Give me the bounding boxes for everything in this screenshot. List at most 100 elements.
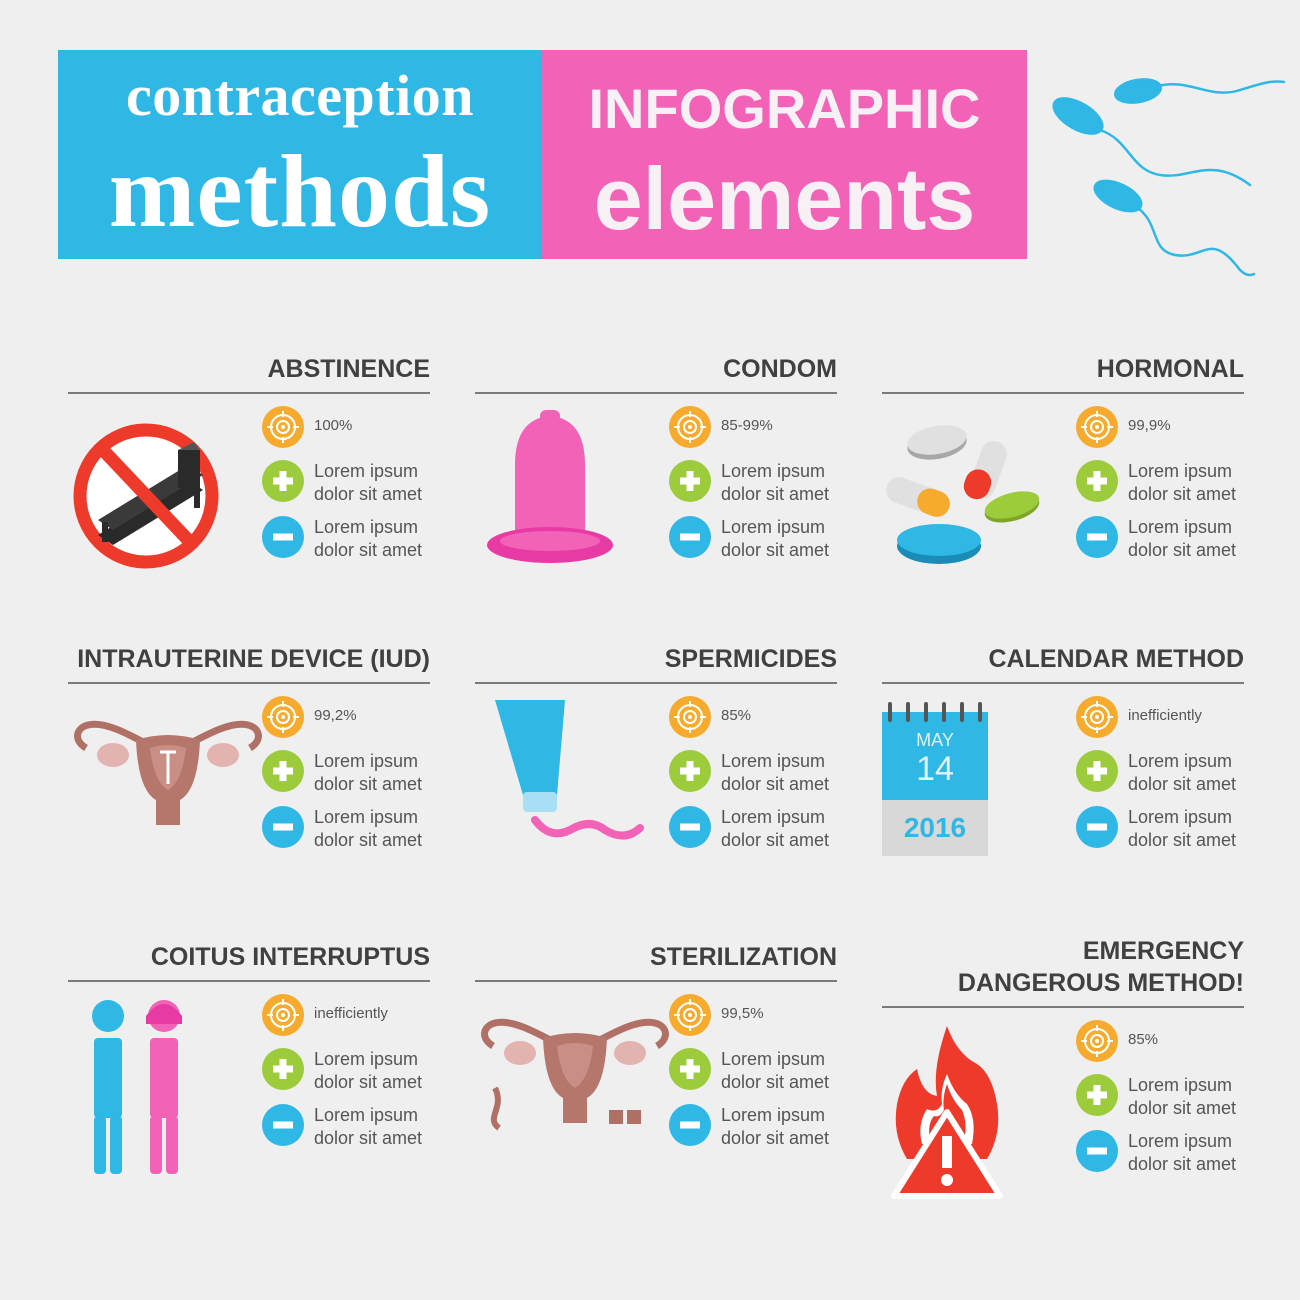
- disadvantage-text-line: dolor sit amet: [314, 540, 423, 560]
- plus-icon: [262, 460, 304, 502]
- method-title: ABSTINENCE: [267, 355, 430, 383]
- method-title: SPERMICIDES: [664, 645, 837, 673]
- effectiveness-value: inefficiently: [1128, 707, 1202, 724]
- disadvantage-text-line: Lorem ipsum: [314, 1105, 419, 1125]
- title-divider: [68, 682, 430, 684]
- minus-icon: [669, 1104, 711, 1146]
- advantage-text-line: dolor sit amet: [1128, 1098, 1237, 1118]
- advantage-text-line: dolor sit amet: [314, 1072, 423, 1092]
- effectiveness-value: 99,2%: [314, 707, 357, 724]
- minus-icon: [1076, 1130, 1118, 1172]
- method-card: SPERMICIDES 85% Lorem ipsum dolor sit am…: [475, 642, 837, 892]
- advantage-text-line: Lorem ipsum: [1128, 1075, 1233, 1095]
- calendar-month: MAY: [916, 730, 954, 750]
- title-divider: [882, 1006, 1244, 1008]
- method-title: STERILIZATION: [649, 943, 837, 971]
- disadvantage-text-line: Lorem ipsum: [721, 517, 826, 537]
- pills-icon: [882, 410, 1052, 585]
- sperm-icon: [1052, 78, 1286, 277]
- effectiveness-value: 85-99%: [721, 417, 773, 434]
- plus-icon: [1076, 750, 1118, 792]
- header-title-contraception: contraception: [126, 63, 474, 128]
- minus-icon: [1076, 806, 1118, 848]
- advantage-text-line: Lorem ipsum: [314, 751, 419, 771]
- plus-icon: [262, 1048, 304, 1090]
- header-title-methods: methods: [108, 134, 492, 249]
- disadvantage-text-line: dolor sit amet: [1128, 540, 1237, 560]
- uterus-iud-icon: [68, 700, 268, 845]
- advantage-text-line: Lorem ipsum: [1128, 751, 1233, 771]
- plus-icon: [669, 1048, 711, 1090]
- minus-icon: [669, 516, 711, 558]
- effectiveness-value: 99,5%: [721, 1005, 764, 1022]
- title-divider: [475, 682, 837, 684]
- method-title: CONDOM: [723, 355, 837, 383]
- disadvantage-text-line: Lorem ipsum: [314, 517, 419, 537]
- advantage-text-line: dolor sit amet: [314, 774, 423, 794]
- disadvantage-text-line: Lorem ipsum: [721, 1105, 826, 1125]
- condom-icon: [475, 410, 625, 575]
- disadvantage-text-line: dolor sit amet: [721, 540, 830, 560]
- effectiveness-value: inefficiently: [314, 1005, 388, 1022]
- target-icon: [262, 696, 304, 738]
- disadvantage-text-line: Lorem ipsum: [314, 807, 419, 827]
- title-divider: [882, 392, 1244, 394]
- method-title: INTRAUTERINE DEVICE (IUD): [77, 645, 430, 673]
- plus-icon: [1076, 460, 1118, 502]
- title-divider: [475, 392, 837, 394]
- title-divider: [68, 980, 430, 982]
- disadvantage-text-line: dolor sit amet: [314, 830, 423, 850]
- minus-icon: [669, 806, 711, 848]
- advantage-text-line: dolor sit amet: [1128, 774, 1237, 794]
- spermicide-tube-icon: [475, 700, 655, 855]
- plus-icon: [669, 750, 711, 792]
- uterus-tied-icon: [475, 998, 675, 1143]
- method-title: COITUS INTERRUPTUS: [150, 943, 430, 971]
- minus-icon: [262, 516, 304, 558]
- effectiveness-value: 85%: [1128, 1031, 1159, 1048]
- method-card: COITUS INTERRUPTUS inefficiently Lorem i…: [68, 940, 430, 1190]
- method-card: INTRAUTERINE DEVICE (IUD) 99,2% Lorem ip…: [68, 642, 430, 892]
- advantage-text-line: dolor sit amet: [1128, 484, 1237, 504]
- advantage-text-line: dolor sit amet: [721, 484, 830, 504]
- method-card: HORMONAL 99,9% Lorem ipsum dolor sit ame…: [882, 352, 1244, 602]
- method-title: EMERGENCY: [1082, 937, 1244, 965]
- disadvantage-text-line: Lorem ipsum: [1128, 807, 1233, 827]
- method-card: EMERGENCY DANGEROUS METHOD! 85% Lorem ips…: [882, 937, 1244, 1199]
- title-divider: [475, 980, 837, 982]
- plus-icon: [1076, 1074, 1118, 1116]
- effectiveness-value: 99,9%: [1128, 417, 1171, 434]
- method-title: HORMONAL: [1096, 355, 1244, 383]
- no-bed-icon: [68, 410, 238, 585]
- target-icon: [1076, 1020, 1118, 1062]
- fire-warning-icon: [882, 1024, 1012, 1209]
- target-icon: [669, 994, 711, 1036]
- calendar-day: 14: [916, 750, 954, 788]
- plus-icon: [669, 460, 711, 502]
- disadvantage-text-line: Lorem ipsum: [1128, 1131, 1233, 1151]
- target-icon: [262, 406, 304, 448]
- method-title: CALENDAR METHOD: [988, 645, 1244, 673]
- disadvantage-text-line: dolor sit amet: [314, 1128, 423, 1148]
- advantage-text-line: dolor sit amet: [721, 1072, 830, 1092]
- advantage-text-line: Lorem ipsum: [1128, 461, 1233, 481]
- advantage-text-line: Lorem ipsum: [314, 1049, 419, 1069]
- man-woman-icon: [68, 998, 208, 1183]
- disadvantage-text-line: Lorem ipsum: [1128, 517, 1233, 537]
- method-card: ABSTINENCE 100% Lorem ipsum dolor sit am…: [68, 352, 430, 602]
- minus-icon: [262, 806, 304, 848]
- advantage-text-line: Lorem ipsum: [314, 461, 419, 481]
- target-icon: [669, 406, 711, 448]
- method-title: DANGEROUS METHOD!: [957, 969, 1244, 997]
- calendar-icon: MAY 14 2016: [882, 700, 992, 860]
- target-icon: [1076, 696, 1118, 738]
- calendar-year: 2016: [903, 812, 967, 843]
- title-divider: [882, 682, 1244, 684]
- target-icon: [669, 696, 711, 738]
- plus-icon: [262, 750, 304, 792]
- title-divider: [68, 392, 430, 394]
- advantage-text-line: Lorem ipsum: [721, 1049, 826, 1069]
- header-title-elements: elements: [593, 149, 976, 248]
- disadvantage-text-line: Lorem ipsum: [721, 807, 826, 827]
- disadvantage-text-line: dolor sit amet: [1128, 830, 1237, 850]
